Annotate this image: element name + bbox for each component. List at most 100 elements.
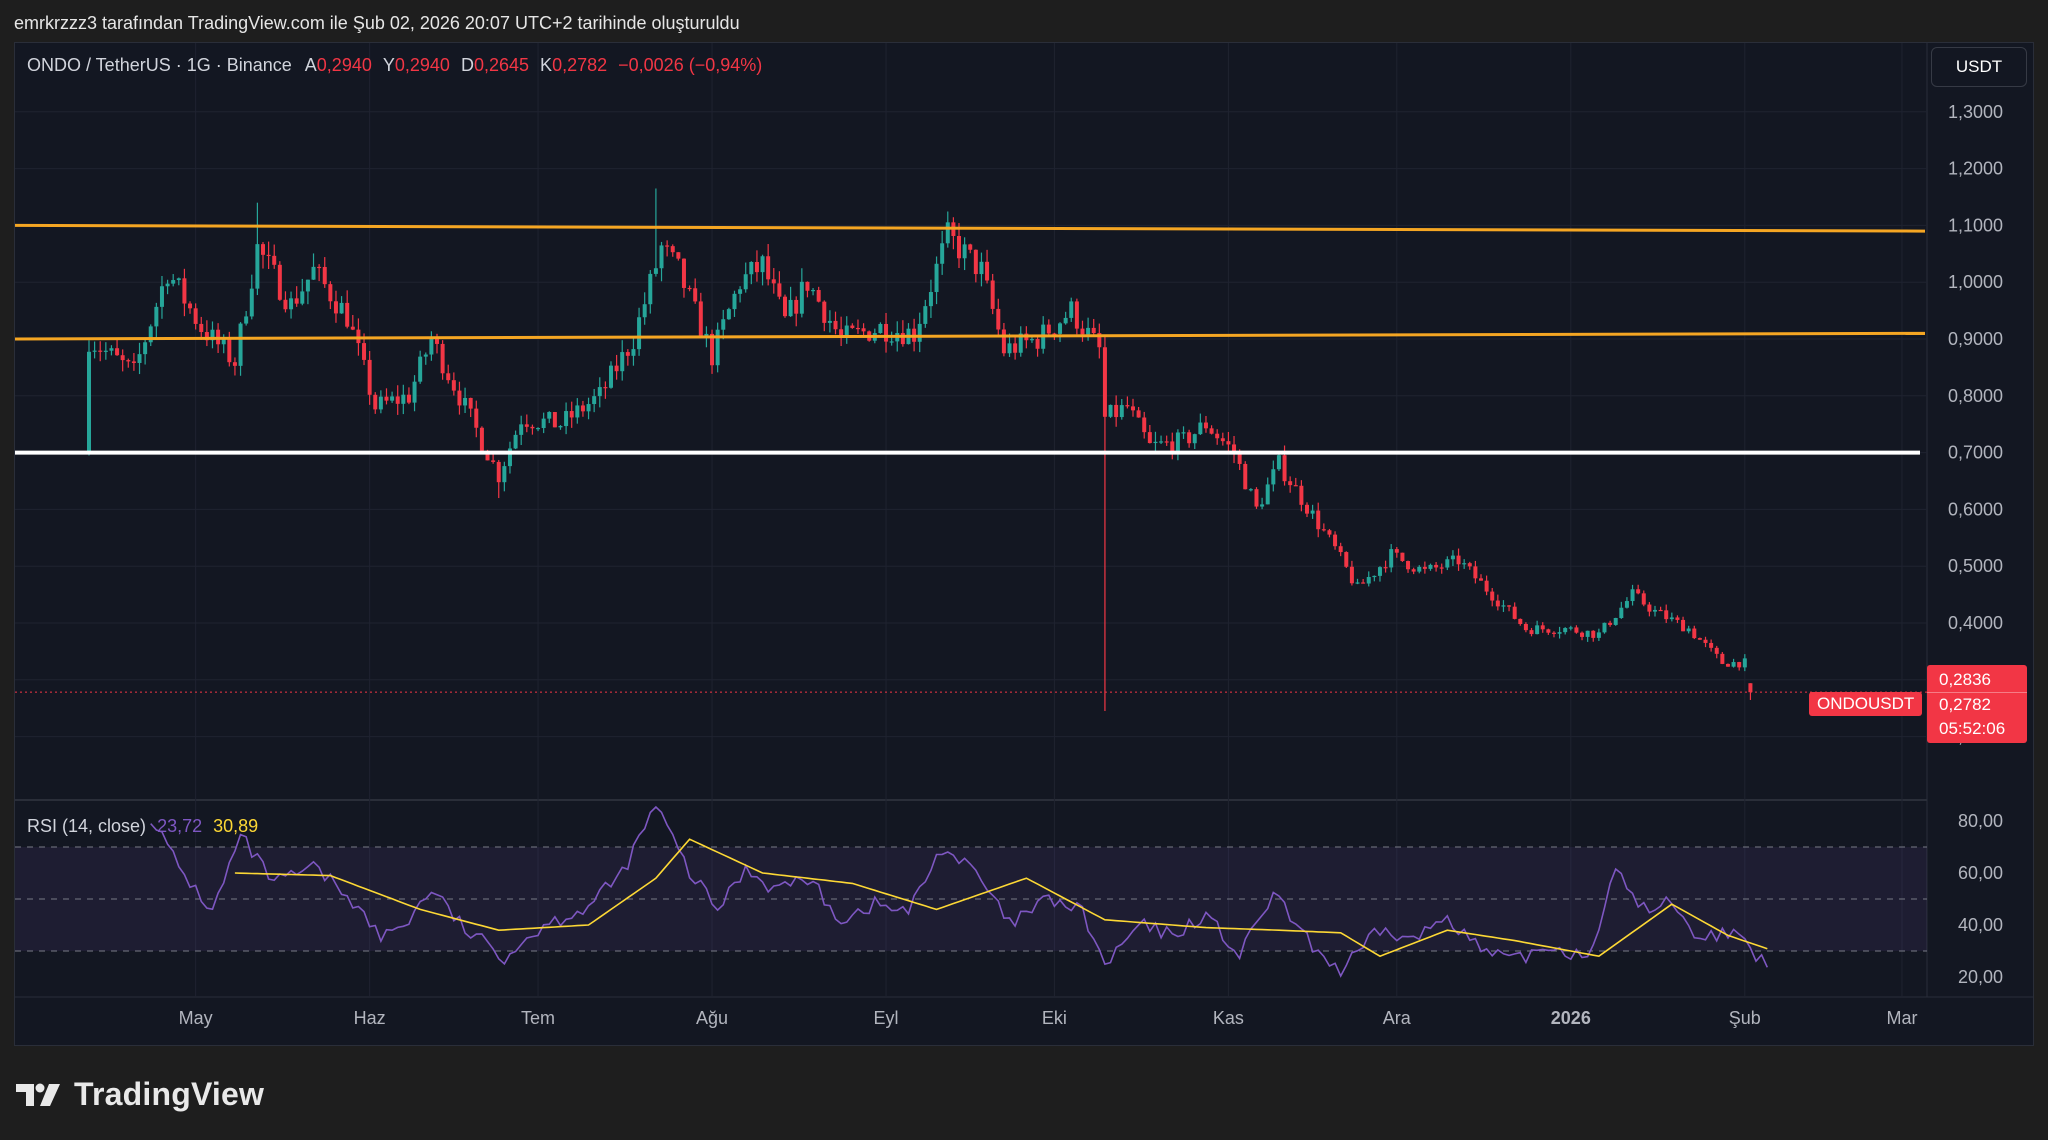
- candle: [1540, 622, 1545, 633]
- candle-body: [1613, 617, 1618, 625]
- candle: [1305, 502, 1309, 518]
- candle: [839, 316, 844, 347]
- candle-body: [1658, 609, 1663, 612]
- candle: [788, 286, 793, 317]
- candle: [305, 279, 310, 305]
- candle: [1501, 600, 1506, 612]
- candle: [300, 278, 305, 306]
- candle: [1428, 563, 1433, 571]
- candle: [693, 278, 698, 304]
- candle: [1450, 550, 1455, 567]
- candle-body: [1114, 404, 1119, 418]
- candle-body: [154, 306, 159, 327]
- candle-body: [833, 320, 838, 330]
- candle: [1613, 617, 1618, 626]
- candle: [451, 372, 456, 396]
- candle: [1288, 476, 1293, 493]
- rsi-legend[interactable]: RSI (14, close) 23,72 30,89: [27, 816, 258, 837]
- candle-body: [362, 343, 367, 360]
- candle: [120, 349, 125, 372]
- candle: [1142, 411, 1147, 439]
- candle-body: [333, 301, 338, 314]
- candle: [193, 303, 198, 330]
- candle: [1203, 415, 1208, 433]
- candle-body: [261, 244, 265, 255]
- candle: [1063, 311, 1068, 325]
- candle-body: [451, 380, 456, 391]
- candle: [1417, 565, 1422, 574]
- candle-body: [794, 299, 799, 314]
- candle-body: [552, 412, 557, 428]
- candle-body: [670, 246, 675, 253]
- candle: [238, 322, 243, 376]
- candle: [1147, 425, 1152, 444]
- candle: [833, 311, 838, 335]
- chart-canvas[interactable]: 1,3000 1,2000 1,1000 1,0000 0,9000 0,8000 0,70…: [15, 43, 2034, 1046]
- candle-body: [1411, 569, 1416, 572]
- rsi-scale-label: 40,00: [1958, 915, 2003, 935]
- chart-frame[interactable]: 1,3000 1,2000 1,1000 1,0000 0,9000 0,8000 0,70…: [14, 42, 2034, 1046]
- candle-body: [1125, 405, 1130, 407]
- candle: [294, 286, 299, 307]
- candle: [1585, 630, 1590, 642]
- candle-body: [1029, 339, 1034, 341]
- candle: [726, 307, 731, 320]
- candle: [1198, 413, 1203, 436]
- candle: [367, 350, 372, 405]
- candle-body: [754, 261, 759, 273]
- candle-body: [227, 339, 232, 363]
- candle-body: [923, 306, 928, 324]
- candle: [507, 441, 512, 474]
- candle: [1636, 584, 1641, 595]
- candle-body: [1131, 406, 1135, 411]
- candle: [900, 320, 905, 347]
- candle: [1293, 477, 1298, 487]
- candle: [1232, 435, 1237, 464]
- tradingview-brand[interactable]: TradingView: [16, 1076, 264, 1113]
- candle: [1170, 432, 1175, 460]
- candle-body: [171, 280, 176, 284]
- resistance-line: [15, 223, 1926, 233]
- candle: [1731, 658, 1736, 668]
- symbol-legend[interactable]: ONDO / TetherUS · 1G · Binance A0,2940 Y…: [27, 55, 762, 76]
- candle-body: [1523, 623, 1528, 631]
- candle-body: [491, 460, 496, 462]
- candle: [1484, 575, 1489, 596]
- candle-body: [1327, 530, 1332, 535]
- candle: [1697, 637, 1702, 640]
- candle: [199, 316, 204, 340]
- candle-body: [1254, 489, 1259, 507]
- candle-body: [328, 284, 333, 302]
- candle-body: [1664, 610, 1669, 620]
- candle: [1624, 597, 1629, 609]
- time-axis-label: Haz: [354, 1008, 386, 1028]
- candle: [659, 241, 664, 282]
- high-label: Y: [382, 55, 395, 75]
- candle: [1209, 425, 1214, 435]
- candle: [844, 316, 849, 344]
- candle-body: [1372, 575, 1377, 578]
- rsi-value: 23,72: [157, 816, 203, 836]
- candle-body: [1013, 343, 1018, 353]
- candle: [373, 392, 378, 414]
- rsi-scale-label: 20,00: [1958, 967, 2003, 987]
- candle-body: [126, 360, 131, 362]
- currency-unit-button[interactable]: USDT: [1931, 47, 2027, 87]
- candle: [513, 430, 518, 450]
- candle-body: [87, 351, 91, 453]
- candle-body: [188, 303, 193, 309]
- candle: [502, 461, 507, 492]
- candle-body: [1546, 629, 1551, 633]
- candle: [1029, 337, 1034, 343]
- candle: [541, 412, 546, 434]
- candle-body: [1086, 327, 1091, 335]
- price-box-top: 0,2836: [1939, 670, 1991, 689]
- candle-body: [979, 261, 984, 275]
- price-scale-label: 0,4000: [1948, 613, 2003, 633]
- candle: [1276, 454, 1281, 471]
- candle: [665, 240, 670, 257]
- candle: [783, 294, 787, 318]
- candle: [317, 264, 322, 282]
- candle: [109, 345, 114, 356]
- price-scale-label: 0,5000: [1948, 556, 2003, 576]
